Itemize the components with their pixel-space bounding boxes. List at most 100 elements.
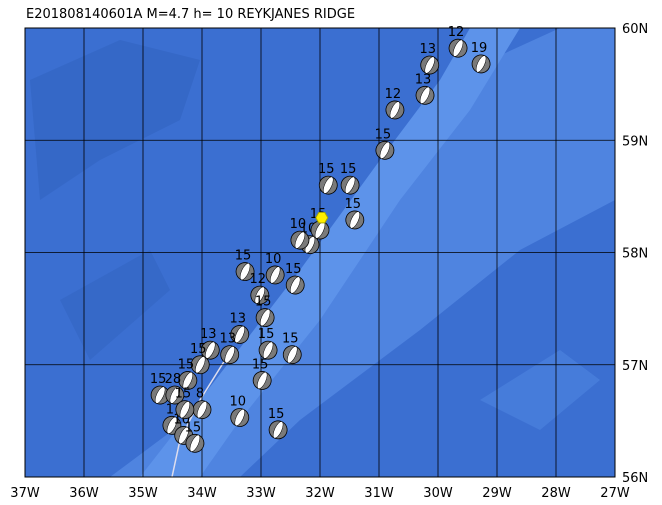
focal-mechanism (258, 340, 278, 360)
depth-label: 8 (196, 387, 204, 402)
depth-label: 10 (229, 395, 246, 410)
focal-mechanism (268, 420, 288, 440)
beachball-dilatation (323, 176, 334, 194)
beachball-dilatation (419, 86, 431, 104)
beachball-dilatation (424, 56, 435, 74)
depth-label: 12 (250, 272, 267, 287)
lat-label: 57N (622, 359, 648, 374)
lat-label: 59N (622, 134, 648, 149)
beachball-dilatation (344, 176, 356, 194)
lon-label: 31W (364, 486, 394, 501)
beachball-dilatation (179, 401, 191, 419)
focal-mechanism (420, 55, 440, 75)
depth-label: 15 (255, 295, 272, 310)
beachball-dilatation (254, 286, 266, 304)
depth-label: 12 (385, 87, 402, 102)
beachball-dilatation (259, 309, 271, 327)
depth-label: 15 (252, 357, 269, 372)
focal-mechanism (165, 385, 185, 405)
beachball-dilatation (262, 341, 274, 359)
depth-label: 15 (340, 162, 357, 177)
focal-mechanism (230, 408, 250, 427)
depth-label: 19 (471, 41, 488, 56)
depth-label: 15 (178, 357, 195, 372)
beachball-dilatation (256, 371, 268, 390)
focal-mechanism (178, 371, 198, 390)
focal-mechanism (310, 220, 330, 240)
focal-mechanism (285, 275, 305, 295)
beachball-dilatation (290, 276, 301, 294)
lat-label: 58N (622, 247, 648, 262)
depth-label: 28 (165, 372, 182, 387)
beachball-dilatation (166, 416, 178, 434)
lon-label: 28W (541, 486, 571, 501)
depth-label: 15 (268, 407, 285, 422)
beachball-dilatation (196, 401, 208, 419)
beachball-dilatation (272, 421, 284, 439)
focal-mechanism (375, 140, 395, 160)
focal-mechanism (290, 230, 310, 250)
focal-mechanism (230, 325, 250, 344)
beachball-dilatation (178, 426, 189, 445)
focal-mechanism (150, 385, 170, 405)
beachball-dilatation (234, 325, 245, 343)
depth-label: 13 (219, 332, 236, 347)
beachball-dilatation (287, 346, 298, 364)
depth-label: 10 (265, 252, 282, 267)
depth-label: 15 (285, 262, 302, 277)
depth-label: 15 (185, 420, 202, 435)
beachball-dilatation (189, 434, 201, 452)
map-title: E201808140601A M=4.7 h= 10 REYKJANES RID… (26, 7, 355, 22)
depth-label: 15 (175, 387, 192, 402)
lon-label: 29W (482, 486, 512, 501)
focal-mechanism (255, 308, 275, 328)
focal-mechanism (252, 371, 272, 390)
beachball-dilatation (294, 231, 306, 249)
beachball-dilatation (195, 356, 206, 374)
lon-label: 33W (246, 486, 276, 501)
beachball-dilatation (182, 371, 194, 390)
depth-label: 13 (419, 42, 436, 57)
depth-label: 13 (200, 327, 217, 342)
beachball-dilatation (169, 386, 181, 404)
focal-mechanism (185, 433, 205, 453)
lon-label: 27W (600, 486, 630, 501)
focal-mechanism (471, 54, 491, 74)
lon-label: 36W (69, 486, 99, 501)
beachball-dilatation (452, 39, 464, 57)
focal-mechanism (318, 175, 338, 195)
focal-mechanism (192, 400, 212, 420)
focal-mechanism (385, 100, 405, 120)
map-frame (24, 27, 616, 478)
focal-mechanism (250, 285, 270, 305)
depth-label: 1 (166, 402, 174, 417)
depth-label: 15 (258, 327, 275, 342)
focal-mechanism (190, 355, 210, 375)
beachball-dilatation (234, 408, 245, 427)
events: 1219131312151515151010151510151215131315… (150, 25, 491, 453)
depth-label: 10 (290, 217, 307, 232)
lon-label: 37W (10, 486, 40, 501)
lon-label: 32W (305, 486, 335, 501)
depth-label: 15 (190, 342, 207, 357)
beachball-dilatation (389, 101, 401, 119)
depth-label: 12 (448, 25, 465, 40)
focal-mechanism (175, 400, 195, 420)
focal-mechanism (220, 345, 240, 365)
beachball-dilatation (224, 346, 235, 364)
focal-mechanism (340, 175, 360, 195)
lon-label: 30W (423, 486, 453, 501)
lon-label: 35W (128, 486, 158, 501)
depth-label: 15 (282, 332, 299, 347)
epicenter (315, 212, 329, 224)
depth-label: 15 (150, 372, 167, 387)
depth-label: 15 (235, 249, 252, 264)
beachball-dilatation (269, 266, 281, 284)
lat-label: 60N (622, 22, 648, 37)
beachball-dilatation (379, 141, 391, 159)
lat-label: 56N (622, 471, 648, 486)
focal-mechanism (282, 345, 302, 365)
depth-label: 15 (318, 162, 335, 177)
focal-mechanism (200, 340, 220, 360)
